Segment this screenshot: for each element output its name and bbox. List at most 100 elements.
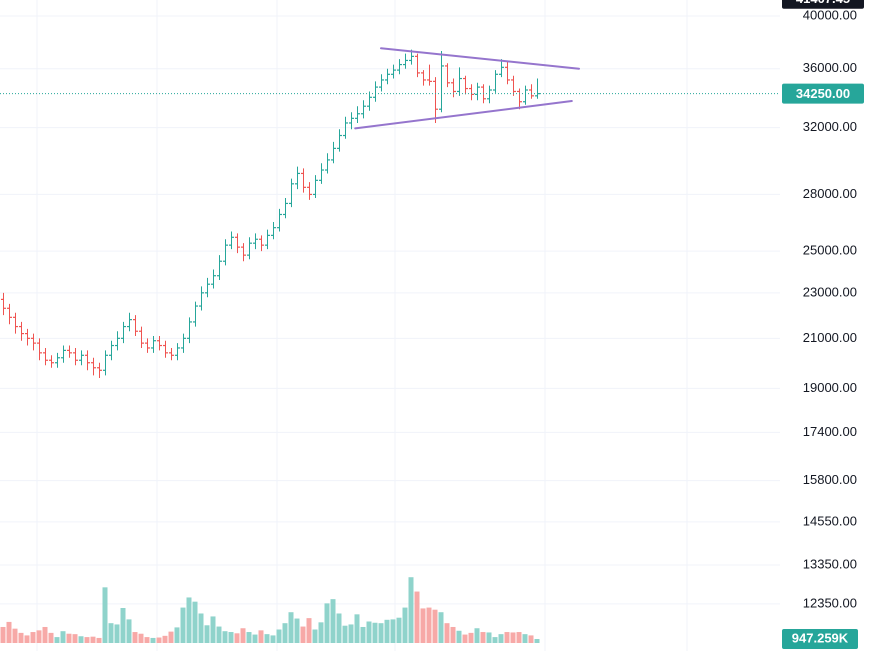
volume-bar — [66, 633, 72, 643]
volume-bar — [186, 597, 192, 643]
volume-bar — [378, 623, 384, 643]
volume-bar — [90, 636, 96, 643]
volume-bar — [120, 608, 126, 643]
volume-bar — [402, 607, 408, 643]
volume-bar — [498, 634, 504, 643]
volume-bar — [54, 637, 60, 643]
volume-bar — [360, 626, 366, 643]
volume-bar — [258, 630, 264, 643]
volume-bar — [522, 634, 528, 643]
volume-bar — [300, 626, 306, 643]
volume-bar — [474, 628, 480, 643]
volume-bar — [372, 622, 378, 643]
volume-bar — [234, 633, 240, 643]
y-tick-label: 21000.00 — [803, 330, 857, 345]
y-tick-label: 17400.00 — [803, 424, 857, 439]
y-tick-label: 13350.00 — [803, 556, 857, 571]
volume-bar — [408, 577, 414, 643]
volume-marker-box — [782, 629, 858, 649]
volume-bar — [0, 626, 6, 643]
y-tick-label: 40000.00 — [803, 7, 857, 22]
volume-bar — [6, 621, 12, 643]
volume-bar — [510, 632, 516, 643]
volume-bar — [138, 633, 144, 643]
volume-bar — [348, 624, 354, 643]
volume-bar — [42, 626, 48, 643]
volume-bar — [72, 634, 78, 643]
volume-bar — [354, 614, 360, 643]
volume-bar — [24, 635, 30, 643]
volume-bar — [168, 631, 174, 643]
y-tick-label: 36000.00 — [803, 60, 857, 75]
volume-bar — [312, 629, 318, 643]
volume-bar — [144, 637, 150, 643]
volume-bar — [390, 619, 396, 643]
volume-bar — [396, 617, 402, 643]
y-tick-label: 12350.00 — [803, 595, 857, 610]
volume-bar — [282, 623, 288, 643]
volume-bar — [132, 632, 138, 643]
volume-bar — [36, 630, 42, 643]
volume-bar — [174, 627, 180, 643]
volume-bar — [84, 637, 90, 643]
volume-bar — [324, 603, 330, 643]
volume-bar — [96, 637, 102, 643]
high-marker-label: 41407.45 — [796, 0, 850, 6]
volume-bar — [342, 625, 348, 643]
volume-bar — [276, 629, 282, 643]
volume-bar — [198, 613, 204, 643]
volume-bar — [264, 634, 270, 643]
volume-bar — [12, 628, 18, 643]
volume-bar — [366, 621, 372, 643]
volume-bar — [486, 632, 492, 643]
volume-bar — [60, 631, 66, 643]
volume-bar — [108, 623, 114, 643]
volume-bar — [294, 618, 300, 643]
trendline — [380, 47, 580, 70]
volume-bar — [420, 608, 426, 643]
volume-bar — [228, 632, 234, 643]
last-price-label: 34250.00 — [796, 86, 850, 101]
volume-bar — [288, 612, 294, 643]
volume-bar — [456, 630, 462, 643]
volume-bar — [216, 626, 222, 643]
volume-bar — [414, 591, 420, 643]
y-tick-label: 19000.00 — [803, 380, 857, 395]
volume-bar — [504, 632, 510, 643]
volume-bar — [180, 607, 186, 643]
volume-bar — [318, 622, 324, 643]
volume-bar — [480, 632, 486, 643]
volume-bar — [210, 616, 216, 643]
volume-bar — [18, 632, 24, 643]
volume-bar — [78, 636, 84, 643]
volume-bar — [426, 607, 432, 643]
volume-bar — [252, 634, 258, 643]
trendline — [354, 99, 573, 130]
volume-bar — [270, 635, 276, 643]
high-marker-box — [782, 0, 864, 9]
volume-bar — [462, 634, 468, 643]
y-tick-label: 32000.00 — [803, 119, 857, 134]
volume-bar — [48, 632, 54, 643]
volume-bar — [162, 635, 168, 643]
volume-bar — [150, 637, 156, 643]
volume-bar — [222, 631, 228, 643]
last-price-box — [782, 83, 864, 104]
volume-bar — [240, 628, 246, 643]
y-tick-label: 25000.00 — [803, 243, 857, 258]
volume-bar — [246, 632, 252, 643]
volume-bar — [492, 637, 498, 643]
volume-bar — [102, 587, 108, 643]
volume-bar — [204, 625, 210, 643]
volume-bar — [528, 635, 534, 643]
volume-bar — [450, 626, 456, 643]
volume-bar — [192, 601, 198, 643]
y-tick-label: 28000.00 — [803, 186, 857, 201]
volume-bar — [114, 624, 120, 643]
volume-bar — [384, 619, 390, 643]
vertical-grid — [36, 0, 688, 651]
y-tick-label: 23000.00 — [803, 284, 857, 299]
volume-bar — [516, 632, 522, 643]
